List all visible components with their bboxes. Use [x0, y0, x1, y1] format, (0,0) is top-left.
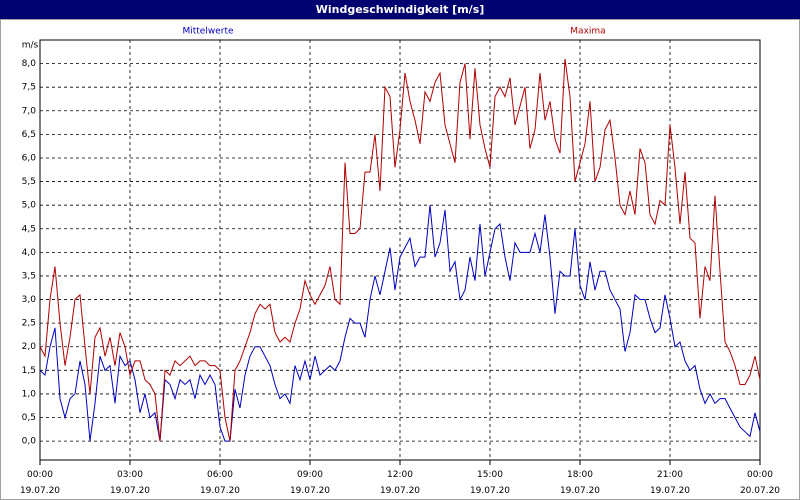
y-tick-label: 2,5	[22, 319, 36, 329]
y-tick-label: 7,0	[22, 106, 37, 116]
x-tick-label: 03:00 19.07.20	[109, 470, 151, 496]
x-tick-label: 15:00 19.07.20	[469, 470, 511, 496]
x-tick-label: 09:00 19.07.20	[289, 470, 331, 496]
legend-entry: Mittelwerte	[182, 27, 233, 37]
line-series	[39, 58, 761, 442]
y-tick-label: 8,0	[22, 59, 37, 69]
y-tick-label: 5,5	[22, 177, 36, 187]
x-tick-label: 12:00 19.07.20	[379, 470, 421, 496]
y-tick-label: 2,0	[22, 342, 37, 352]
plot-area	[39, 39, 761, 461]
y-tick-label: 0,0	[22, 437, 37, 447]
y-tick-label: 4,0	[22, 248, 37, 258]
y-axis-label: m/s	[22, 41, 39, 51]
y-tick-label: 3,0	[22, 295, 37, 305]
y-tick-label: 5,0	[22, 201, 37, 211]
x-tick-label: 21:00 19.07.20	[649, 470, 691, 496]
y-tick-label: 1,5	[22, 366, 36, 376]
y-tick-label: 4,5	[22, 224, 36, 234]
y-tick-label: 3,5	[22, 271, 36, 281]
y-tick-label: 6,5	[22, 130, 36, 140]
x-tick-label: 06:00 19.07.20	[199, 470, 241, 496]
y-tick-label: 1,0	[22, 389, 37, 399]
chart-title: Windgeschwindigkeit [m/s]	[0, 0, 800, 19]
x-tick-label: 18:00 19.07.20	[559, 470, 601, 496]
legend-entry: Maxima	[570, 27, 605, 37]
y-tick-label: 0,5	[22, 413, 36, 423]
y-tick-label: 7,5	[22, 83, 36, 93]
x-tick-label: 00:00 20.07.20	[739, 470, 781, 496]
x-tick-label: 00:00 19.07.20	[19, 470, 61, 496]
y-tick-label: 6,0	[22, 153, 37, 163]
